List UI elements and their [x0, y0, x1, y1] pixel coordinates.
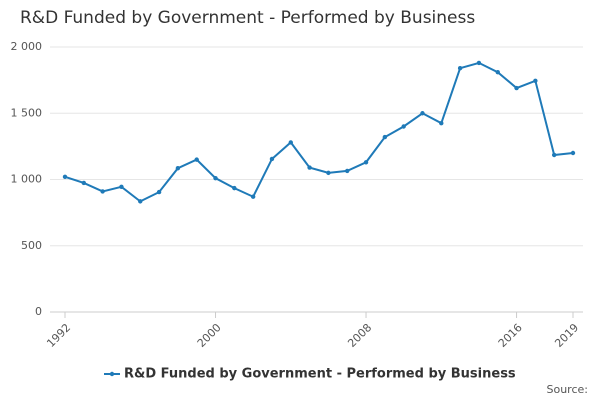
x-tick-label: 2000 — [195, 321, 224, 350]
point — [269, 156, 275, 162]
y-tick-label: 0 — [35, 305, 42, 318]
point — [533, 78, 538, 83]
line — [64, 61, 574, 203]
point — [420, 111, 425, 116]
point — [288, 140, 293, 145]
point — [476, 60, 482, 66]
point — [345, 168, 350, 174]
legend-label: R&D Funded by Government - Performed by … — [124, 367, 516, 382]
point — [232, 185, 237, 191]
point — [307, 165, 312, 170]
point — [194, 157, 199, 162]
point — [119, 184, 124, 189]
point — [326, 170, 331, 176]
x-tick-label: 2008 — [345, 321, 374, 350]
point — [457, 66, 463, 71]
point — [175, 166, 181, 171]
point — [100, 189, 105, 194]
point — [570, 150, 576, 156]
source: Source: — [547, 383, 589, 396]
x-tick-label: 2016 — [496, 321, 525, 350]
x-tick-label: 1992 — [44, 321, 73, 350]
point — [382, 134, 388, 140]
point — [439, 120, 444, 126]
y-tick-label: 500 — [21, 239, 42, 252]
point — [138, 199, 143, 204]
y-tick-label: 1 000 — [11, 173, 43, 186]
chart-title: R&D Funded by Government - Performed by … — [20, 8, 475, 28]
y-tick-label: 1 500 — [11, 106, 43, 119]
point — [363, 160, 369, 165]
point — [81, 180, 87, 186]
point — [514, 85, 519, 91]
y-tick-label: 2 000 — [11, 40, 43, 53]
x-tick-label: 2019 — [552, 321, 581, 350]
point — [156, 189, 162, 195]
point — [62, 174, 68, 180]
point — [213, 175, 218, 181]
point — [495, 69, 500, 75]
point — [551, 152, 557, 158]
point — [401, 124, 406, 129]
point — [250, 194, 256, 199]
legend-marker — [109, 371, 115, 377]
